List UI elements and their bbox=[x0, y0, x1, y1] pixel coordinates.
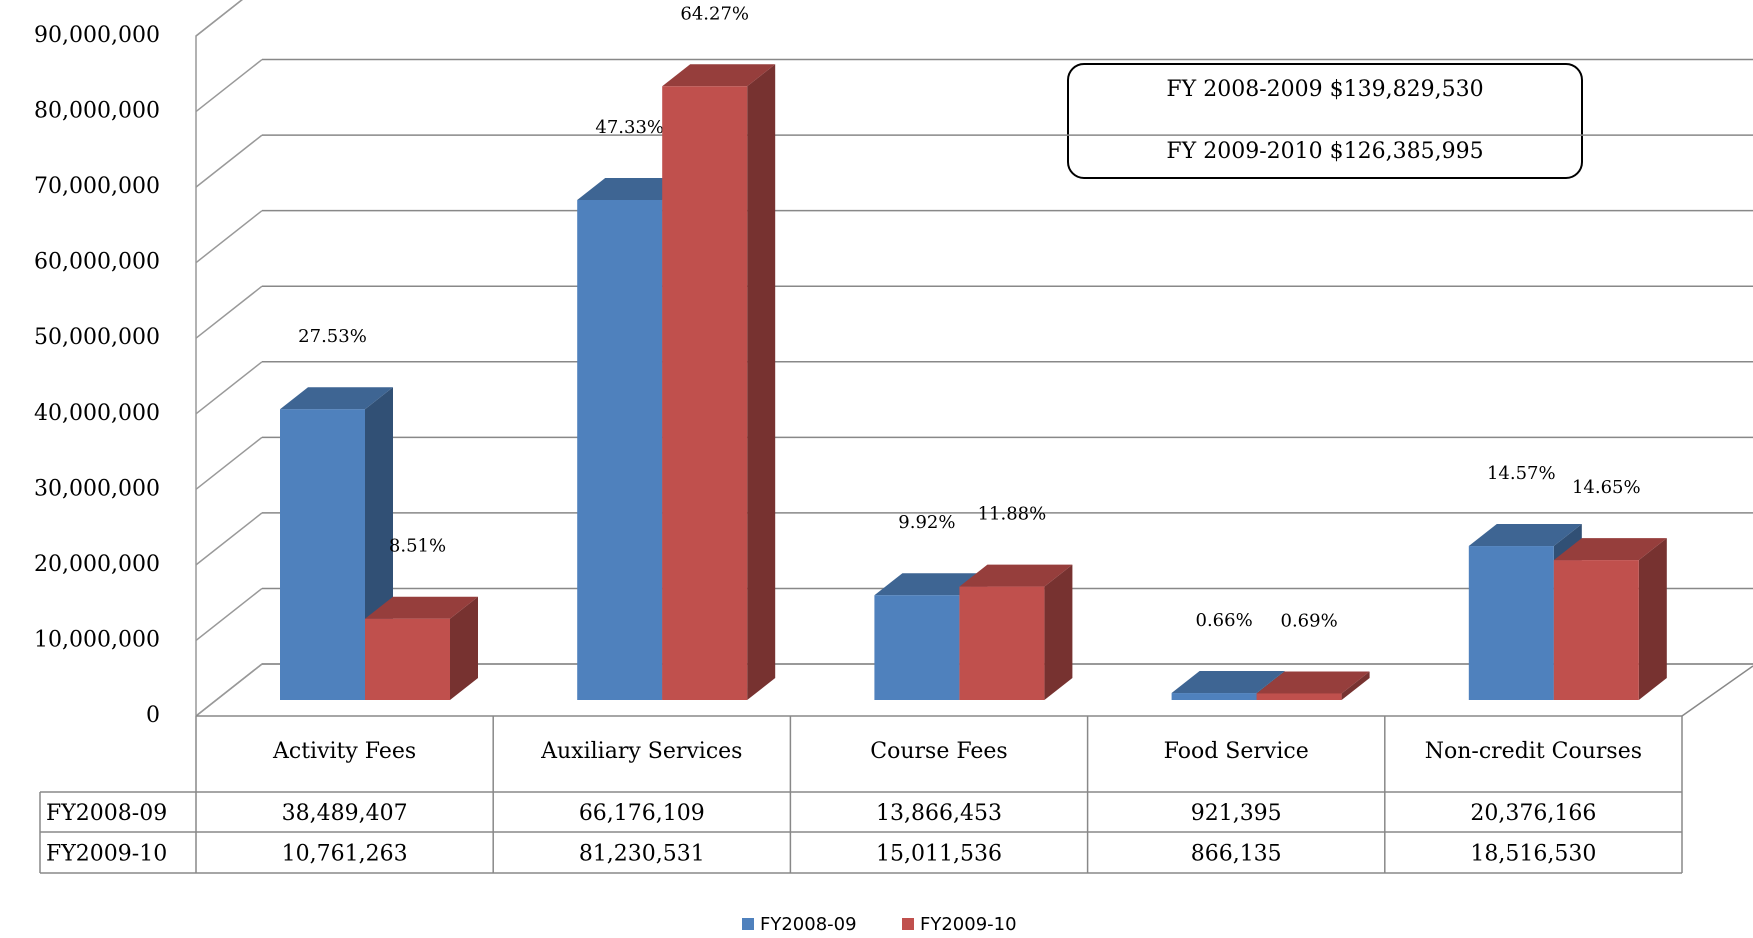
percent-label: 47.33% bbox=[595, 117, 664, 138]
bar-side bbox=[747, 64, 776, 701]
annotation: FY 2008-2009 $139,829,530 bbox=[1166, 77, 1483, 102]
x-tick-label: Course Fees bbox=[870, 739, 1007, 764]
bar-top bbox=[1171, 671, 1285, 694]
floor-edge bbox=[1681, 665, 1753, 717]
bar bbox=[1171, 693, 1257, 700]
side-wall bbox=[195, 0, 243, 716]
bar-top bbox=[365, 596, 478, 619]
legend-swatch bbox=[902, 918, 914, 930]
grid-line bbox=[195, 0, 243, 37]
percent-label: 64.27% bbox=[680, 3, 749, 24]
y-tick-label: 90,000,000 bbox=[34, 23, 160, 48]
percent-label: 27.53% bbox=[298, 326, 367, 347]
bar-side bbox=[1638, 538, 1667, 700]
bar bbox=[874, 595, 960, 700]
table-value: 15,011,536 bbox=[876, 842, 1002, 867]
table-value: 13,866,453 bbox=[876, 801, 1002, 826]
percent-label: 8.51% bbox=[389, 536, 446, 557]
x-tick-label: Food Service bbox=[1164, 739, 1309, 764]
grid-line bbox=[195, 134, 263, 188]
row-header: FY2008-09 bbox=[46, 801, 167, 826]
grid-line bbox=[195, 210, 263, 264]
bar-top bbox=[874, 573, 988, 596]
bar-top bbox=[577, 178, 691, 201]
y-tick-label: 40,000,000 bbox=[34, 401, 160, 426]
bar bbox=[280, 409, 365, 700]
percent-label: 0.66% bbox=[1196, 610, 1253, 631]
annotation-box bbox=[1067, 63, 1583, 179]
percent-label: 14.65% bbox=[1572, 477, 1641, 498]
grid-line bbox=[195, 436, 263, 490]
bar bbox=[959, 586, 1045, 700]
y-tick-label: 50,000,000 bbox=[34, 325, 160, 350]
grid-line bbox=[195, 587, 263, 642]
percent-label: 11.88% bbox=[978, 504, 1047, 525]
bar-top bbox=[1256, 671, 1370, 694]
legend-swatch bbox=[742, 918, 754, 930]
y-tick-label: 30,000,000 bbox=[34, 476, 160, 501]
y-tick-label: 80,000,000 bbox=[34, 99, 160, 124]
x-tick-label: Auxiliary Services bbox=[540, 739, 742, 764]
table-value: 921,395 bbox=[1191, 801, 1282, 826]
annotation: FY 2009-2010 $126,385,995 bbox=[1166, 139, 1483, 164]
table-value: 20,376,166 bbox=[1470, 801, 1596, 826]
row-header: FY2009-10 bbox=[46, 842, 167, 867]
table-value: 66,176,109 bbox=[579, 801, 705, 826]
grid-line bbox=[195, 663, 263, 717]
grid-line bbox=[195, 512, 263, 566]
percent-label: 14.57% bbox=[1487, 463, 1556, 484]
x-tick-label: Non-credit Courses bbox=[1425, 739, 1642, 764]
legend-label: FY2008-09 bbox=[760, 914, 857, 935]
y-tick-label: 70,000,000 bbox=[34, 174, 160, 199]
bar bbox=[662, 86, 748, 701]
table-value: 18,516,530 bbox=[1470, 842, 1596, 867]
table-value: 38,489,407 bbox=[282, 801, 408, 826]
table-value: 81,230,531 bbox=[579, 842, 705, 867]
bar-top bbox=[662, 64, 776, 87]
bar bbox=[577, 200, 663, 700]
grid-line bbox=[195, 285, 263, 339]
legend-label: FY2009-10 bbox=[920, 914, 1017, 935]
bar bbox=[1468, 546, 1554, 700]
y-tick-label: 10,000,000 bbox=[34, 627, 160, 652]
bar-top bbox=[959, 564, 1073, 587]
y-tick-label: 20,000,000 bbox=[34, 552, 160, 577]
bar-side bbox=[1044, 564, 1073, 700]
bar-top bbox=[1468, 524, 1582, 547]
bar bbox=[1553, 560, 1639, 700]
y-tick-label: 60,000,000 bbox=[34, 250, 160, 275]
bar bbox=[1256, 693, 1342, 700]
x-tick-label: Activity Fees bbox=[272, 739, 416, 764]
bar-side bbox=[1341, 671, 1370, 700]
bar-top bbox=[280, 387, 393, 410]
percent-label: 9.92% bbox=[898, 512, 955, 533]
bar bbox=[365, 618, 450, 700]
grid-line bbox=[195, 58, 263, 113]
table-value: 866,135 bbox=[1191, 842, 1282, 867]
grid-line bbox=[195, 361, 263, 415]
bar-side bbox=[450, 596, 478, 700]
bar-top bbox=[1553, 538, 1667, 561]
y-tick-label: 0 bbox=[146, 703, 160, 728]
table-value: 10,761,263 bbox=[282, 842, 408, 867]
percent-label: 0.69% bbox=[1281, 610, 1338, 631]
